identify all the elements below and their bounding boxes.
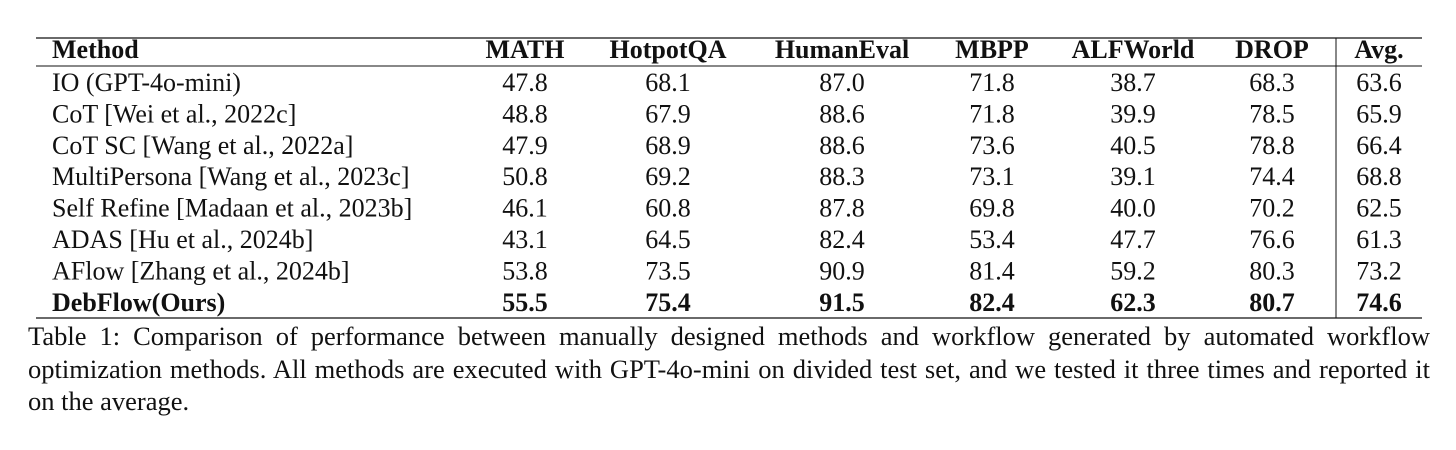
score-cell: 65.9 <box>1356 99 1402 128</box>
score-cell: 81.4 <box>969 256 1015 285</box>
score-cell: 73.5 <box>645 256 691 285</box>
score-cell: 88.6 <box>819 131 865 160</box>
score-cell: 39.9 <box>1110 99 1156 128</box>
score-cell: 74.6 <box>1356 288 1402 317</box>
score-cell: 73.6 <box>969 131 1015 160</box>
method-name: Self Refine [Madaan et al., 2023b] <box>52 194 412 223</box>
score-cell: 55.5 <box>502 288 548 317</box>
score-cell: 75.4 <box>645 288 691 317</box>
score-cell: 69.2 <box>645 162 691 191</box>
score-cell: 53.4 <box>969 225 1015 254</box>
score-cell: 80.3 <box>1249 256 1295 285</box>
score-cell: 47.8 <box>502 68 548 97</box>
score-cell: 47.9 <box>502 131 548 160</box>
score-cell: 74.4 <box>1249 162 1295 191</box>
column-header: ALFWorld <box>1072 35 1195 64</box>
score-cell: 78.8 <box>1249 131 1295 160</box>
score-cell: 59.2 <box>1110 256 1156 285</box>
method-name: CoT [Wei et al., 2022c] <box>52 99 296 128</box>
score-cell: 73.2 <box>1356 256 1402 285</box>
score-cell: 61.3 <box>1356 225 1402 254</box>
score-cell: 50.8 <box>502 162 548 191</box>
column-header: MBPP <box>955 35 1029 64</box>
score-cell: 71.8 <box>969 99 1015 128</box>
method-name: CoT SC [Wang et al., 2022a] <box>52 131 353 160</box>
score-cell: 47.7 <box>1110 225 1156 254</box>
score-cell: 87.8 <box>819 194 865 223</box>
score-cell: 70.2 <box>1249 194 1295 223</box>
score-cell: 68.1 <box>645 68 691 97</box>
score-cell: 62.3 <box>1110 288 1156 317</box>
column-header: Method <box>52 35 139 64</box>
score-cell: 87.0 <box>819 68 865 97</box>
score-cell: 67.9 <box>645 99 691 128</box>
method-name: MultiPersona [Wang et al., 2023c] <box>52 162 410 191</box>
score-cell: 60.8 <box>645 194 691 223</box>
score-cell: 69.8 <box>969 194 1015 223</box>
method-name: DebFlow(Ours) <box>52 288 225 317</box>
method-name: ADAS [Hu et al., 2024b] <box>52 225 313 254</box>
score-cell: 46.1 <box>502 194 548 223</box>
score-cell: 39.1 <box>1110 162 1156 191</box>
score-cell: 40.0 <box>1110 194 1156 223</box>
score-cell: 80.7 <box>1249 288 1295 317</box>
score-cell: 88.6 <box>819 99 865 128</box>
column-header: HotpotQA <box>610 35 727 64</box>
method-name: AFlow [Zhang et al., 2024b] <box>52 256 350 285</box>
score-cell: 68.8 <box>1356 162 1402 191</box>
column-header: DROP <box>1235 35 1309 64</box>
score-cell: 62.5 <box>1356 194 1402 223</box>
results-table: Method MATH HotpotQA HumanEval MBPP ALFWorld D… <box>36 35 1422 319</box>
score-cell: 71.8 <box>969 68 1015 97</box>
score-cell: 73.1 <box>969 162 1015 191</box>
score-cell: 68.3 <box>1249 68 1295 97</box>
score-cell: 43.1 <box>502 225 548 254</box>
score-cell: 82.4 <box>819 225 865 254</box>
score-cell: 53.8 <box>502 256 548 285</box>
score-cell: 90.9 <box>819 256 865 285</box>
score-cell: 68.9 <box>645 131 691 160</box>
score-cell: 48.8 <box>502 99 548 128</box>
score-cell: 78.5 <box>1249 99 1295 128</box>
score-cell: 91.5 <box>819 288 865 317</box>
column-header: HumanEval <box>775 35 909 64</box>
method-name: IO (GPT-4o-mini) <box>52 68 241 97</box>
score-cell: 88.3 <box>819 162 865 191</box>
column-header: Avg. <box>1354 35 1403 64</box>
score-cell: 38.7 <box>1110 68 1156 97</box>
table-caption: Table 1: Comparison of performance betwe… <box>28 321 1430 416</box>
score-cell: 63.6 <box>1356 68 1402 97</box>
score-cell: 40.5 <box>1110 131 1156 160</box>
score-cell: 64.5 <box>645 225 691 254</box>
score-cell: 76.6 <box>1249 225 1295 254</box>
score-cell: 66.4 <box>1356 131 1402 160</box>
column-header: MATH <box>486 35 565 64</box>
score-cell: 82.4 <box>969 288 1015 317</box>
